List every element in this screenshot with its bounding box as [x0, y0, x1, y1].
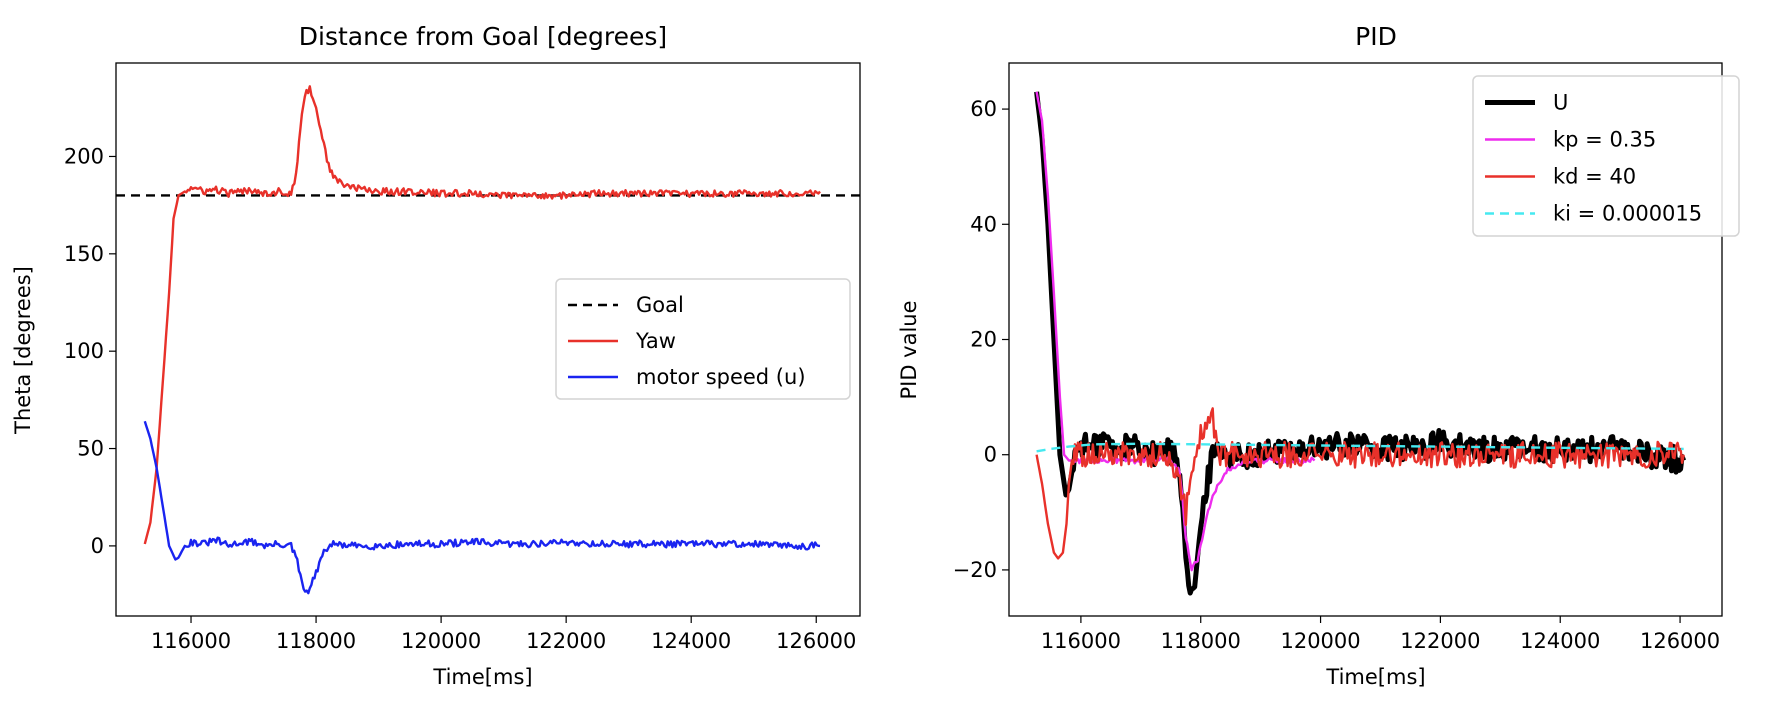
distance-chart-title: Distance from Goal [degrees] — [299, 22, 667, 51]
pid-chart-legend-label-kd-40: kd = 40 — [1553, 165, 1636, 189]
pid-chart-legend-label-ki-0-000015: ki = 0.000015 — [1553, 202, 1702, 226]
distance-chart-plot-area — [116, 85, 860, 595]
distance-chart-ytick-label: 100 — [64, 339, 104, 363]
pid-chart-frame — [1008, 62, 1723, 617]
pid-chart-xtick-label: 126000 — [1640, 629, 1720, 653]
pid-chart-xtick-label: 120000 — [1280, 629, 1360, 653]
pid-chart-ytick-label: −20 — [953, 558, 997, 582]
distance-chart-xtick-label: 118000 — [276, 629, 356, 653]
distance-chart-xtick-label: 124000 — [651, 629, 731, 653]
distance-chart-series-yaw — [143, 85, 821, 545]
distance-chart-ticks: 116000 118000 120000 122000 124000 126000 0 50 1… — [64, 144, 856, 653]
pid-chart-xlabel: Time[ms] — [1325, 665, 1425, 689]
distance-chart-ytick-label: 150 — [64, 242, 104, 266]
pid-chart-series-kd-40 — [1035, 407, 1685, 560]
pid-chart-title: PID — [1355, 22, 1397, 51]
distance-chart-frame — [115, 62, 861, 617]
pid-chart-xtick-label: 124000 — [1520, 629, 1600, 653]
pid-chart-legend-label-kp-0-35: kp = 0.35 — [1553, 128, 1656, 152]
distance-chart-legend-label-goal: Goal — [636, 293, 684, 317]
pid-chart-ticks: 116000 118000 120000 122000 124000 126000 −20 0… — [953, 97, 1720, 653]
distance-chart-xtick-label: 126000 — [776, 629, 856, 653]
pid-chart-ytick-label: 20 — [970, 328, 997, 352]
distance-chart-legend-label-motor-speed-u: motor speed (u) — [636, 365, 806, 389]
pid-chart-ytick-label: 40 — [970, 212, 997, 236]
distance-chart: Distance from Goal [degrees] Time[ms] Th… — [11, 22, 861, 689]
pid-chart-legend-label-u: U — [1553, 91, 1568, 115]
distance-chart-xlabel: Time[ms] — [432, 665, 532, 689]
distance-chart-ylabel: Theta [degrees] — [11, 266, 35, 435]
pid-chart-legend-box — [1472, 75, 1740, 237]
pid-chart-xtick-label: 118000 — [1161, 629, 1241, 653]
distance-chart-ytick-label: 0 — [91, 534, 104, 558]
pid-chart-ytick-label: 60 — [970, 97, 997, 121]
pid-chart-legend: Ukp = 0.35 kd = 40 ki = 0.000015 — [1472, 75, 1740, 237]
distance-chart-series-motor-speed-u — [143, 420, 821, 595]
distance-chart-xtick-label: 120000 — [401, 629, 481, 653]
pid-chart-xtick-label: 122000 — [1400, 629, 1480, 653]
pid-chart-ytick-label: 0 — [984, 443, 997, 467]
distance-chart-xtick-label: 116000 — [151, 629, 231, 653]
distance-chart-legend-label-yaw: Yaw — [635, 329, 676, 353]
distance-chart-legend: Goal Yaw motor speed (u) — [555, 278, 851, 400]
pid-chart: PID Time[ms] PID value 116000 118000 12000… — [897, 22, 1740, 689]
pid-chart-xtick-label: 116000 — [1041, 629, 1121, 653]
distance-chart-ytick-label: 50 — [77, 437, 104, 461]
distance-chart-legend-box — [555, 278, 851, 400]
distance-chart-ytick-label: 200 — [64, 144, 104, 168]
distance-chart-xtick-label: 122000 — [526, 629, 606, 653]
pid-chart-ylabel: PID value — [897, 300, 921, 399]
pid-chart-plot-area — [1034, 91, 1687, 596]
